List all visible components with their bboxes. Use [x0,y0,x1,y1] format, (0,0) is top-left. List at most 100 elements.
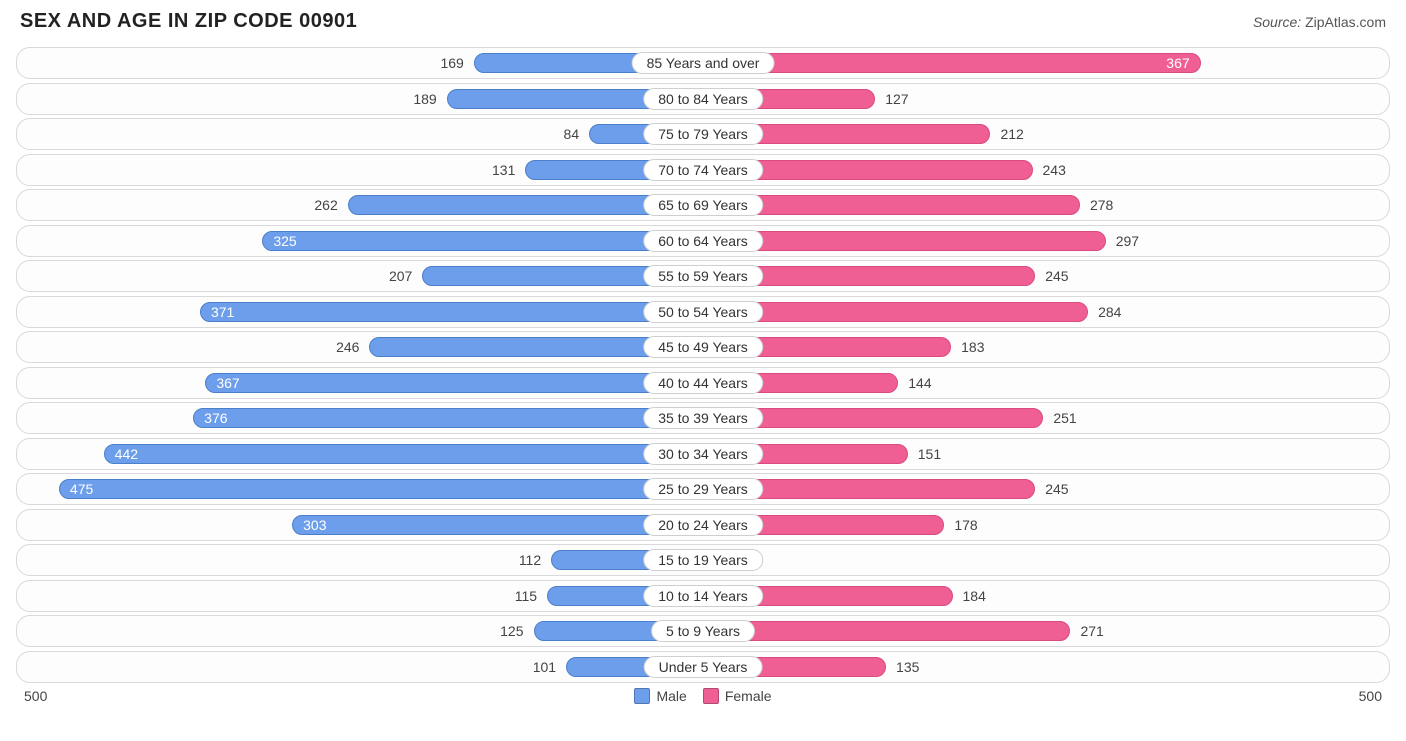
female-value: 367 [1166,55,1189,71]
male-half: 101 [25,654,703,680]
male-half: 376 [25,405,703,431]
male-half: 112 [25,547,703,573]
female-value: 178 [954,517,977,533]
male-value: 376 [204,410,227,426]
male-value: 371 [211,304,234,320]
male-half: 189 [25,86,703,112]
age-label: 60 to 64 Years [643,230,763,252]
male-value: 84 [564,126,580,142]
female-half: 245 [703,263,1381,289]
female-swatch-icon [703,688,719,704]
population-pyramid-chart: 169 367 85 Years and over 189 127 80 to 84 Ye… [16,47,1390,683]
male-value: 125 [500,623,523,639]
pyramid-row: 36714440 to 44 Years [16,367,1390,399]
age-label: 35 to 39 Years [643,407,763,429]
age-label: 85 Years and over [632,52,775,74]
male-value: 246 [336,339,359,355]
male-half: 125 [25,618,703,644]
female-value: 251 [1053,410,1076,426]
female-half: 212 [703,121,1381,147]
male-swatch-icon [634,688,650,704]
pyramid-row: 125 271 5 to 9 Years [16,615,1390,647]
female-half: 284 [703,299,1381,325]
female-half: 245 [703,476,1381,502]
male-half: 115 [25,583,703,609]
female-value: 284 [1098,304,1121,320]
female-half: 25 [703,547,1381,573]
male-half: 246 [25,334,703,360]
female-half: 367 [703,50,1381,76]
female-value: 297 [1116,233,1139,249]
female-half: 297 [703,228,1381,254]
female-half: 178 [703,512,1381,538]
axis-row: 500 Male Female 500 [16,686,1390,704]
age-label: 45 to 49 Years [643,336,763,358]
female-half: 184 [703,583,1381,609]
source-label: Source: [1253,14,1301,30]
male-value: 207 [389,268,412,284]
age-label: 10 to 14 Years [643,585,763,607]
male-value: 442 [115,446,138,462]
male-bar: 371 [200,302,703,322]
legend-female-label: Female [725,688,772,704]
age-label: 80 to 84 Years [643,88,763,110]
female-half: 243 [703,157,1381,183]
male-bar: 475 [59,479,703,499]
female-half: 251 [703,405,1381,431]
female-half: 151 [703,441,1381,467]
age-label: 75 to 79 Years [643,123,763,145]
age-label: 30 to 34 Years [643,443,763,465]
female-value: 183 [961,339,984,355]
female-value: 127 [885,91,908,107]
pyramid-row: 47524525 to 29 Years [16,473,1390,505]
female-value: 245 [1045,268,1068,284]
female-value: 245 [1045,481,1068,497]
age-label: Under 5 Years [644,656,763,678]
female-half: 127 [703,86,1381,112]
male-value: 325 [273,233,296,249]
pyramid-row: 101135Under 5 Years [16,651,1390,683]
male-value: 367 [216,375,239,391]
male-half: 84 [25,121,703,147]
pyramid-row: 442 15130 to 34 Years [16,438,1390,470]
male-half: 371 [25,299,703,325]
female-half: 278 [703,192,1381,218]
male-bar: 442 [104,444,703,464]
pyramid-row: 169 367 85 Years and over [16,47,1390,79]
male-half: 475 [25,476,703,502]
chart-header: SEX AND AGE IN ZIP CODE 00901 Source: Zi… [16,10,1390,33]
age-label: 5 to 9 Years [651,620,755,642]
male-value: 303 [303,517,326,533]
male-half: 303 [25,512,703,538]
male-value: 475 [70,481,93,497]
male-half: 367 [25,370,703,396]
female-value: 271 [1080,623,1103,639]
female-value: 212 [1000,126,1023,142]
age-label: 20 to 24 Years [643,514,763,536]
female-bar [703,621,1070,641]
source-value: ZipAtlas.com [1305,14,1386,30]
axis-right-max: 500 [1359,688,1382,704]
male-half: 442 [25,441,703,467]
pyramid-row: 189 127 80 to 84 Years [16,83,1390,115]
male-value: 112 [519,552,541,568]
male-value: 262 [314,197,337,213]
male-half: 207 [25,263,703,289]
pyramid-row: 246 183 45 to 49 Years [16,331,1390,363]
legend-item-female: Female [703,688,772,704]
female-value: 144 [908,375,931,391]
male-value: 131 [492,162,515,178]
pyramid-row: 262 27865 to 69 Years [16,189,1390,221]
pyramid-row: 84 212 75 to 79 Years [16,118,1390,150]
age-label: 65 to 69 Years [643,194,763,216]
age-label: 15 to 19 Years [643,549,763,571]
male-value: 169 [440,55,463,71]
male-bar: 325 [262,231,703,251]
male-bar: 367 [205,373,703,393]
male-value: 189 [413,91,436,107]
female-value: 243 [1043,162,1066,178]
female-bar [703,231,1106,251]
pyramid-row: 11518410 to 14 Years [16,580,1390,612]
age-label: 70 to 74 Years [643,159,763,181]
legend-item-male: Male [634,688,686,704]
